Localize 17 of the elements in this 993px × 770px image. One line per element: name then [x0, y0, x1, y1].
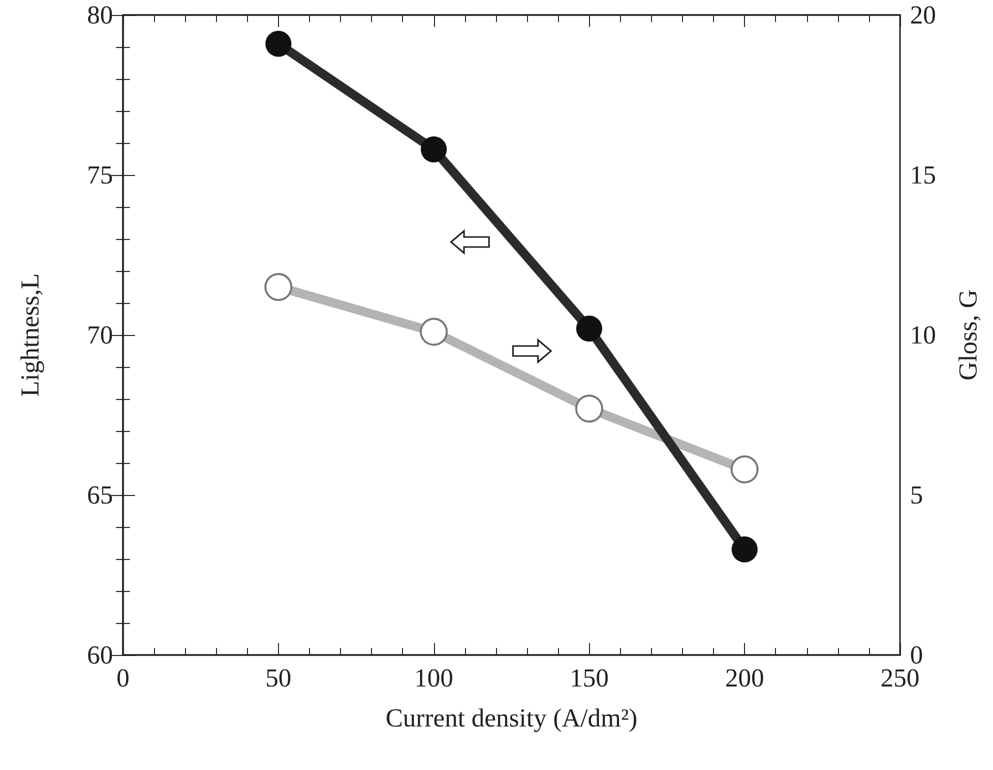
y2-tick-label: 10 — [910, 320, 936, 350]
x-tick-label: 100 — [414, 664, 454, 692]
y-tick-label: 65 — [87, 480, 113, 510]
x-axis-title: Current density (A/dm²) — [386, 704, 638, 732]
y-axis-title: Lightness,L — [16, 273, 44, 397]
x-tick-label: 0 — [116, 664, 130, 692]
y-tick-label: 70 — [87, 320, 113, 350]
y2-tick-label: 15 — [910, 160, 936, 190]
x-tick-label: 50 — [265, 664, 292, 692]
y-tick-label: 75 — [87, 160, 113, 190]
x-tick-label: 200 — [725, 664, 764, 692]
x-tick-label: 150 — [570, 664, 609, 692]
y2-axis-title: Gloss, G — [954, 289, 982, 381]
y2-tick-label: 20 — [910, 0, 936, 30]
y2-tick-label: 5 — [910, 480, 923, 510]
y-tick-label: 80 — [87, 0, 113, 30]
y-tick-label: 60 — [87, 640, 113, 670]
